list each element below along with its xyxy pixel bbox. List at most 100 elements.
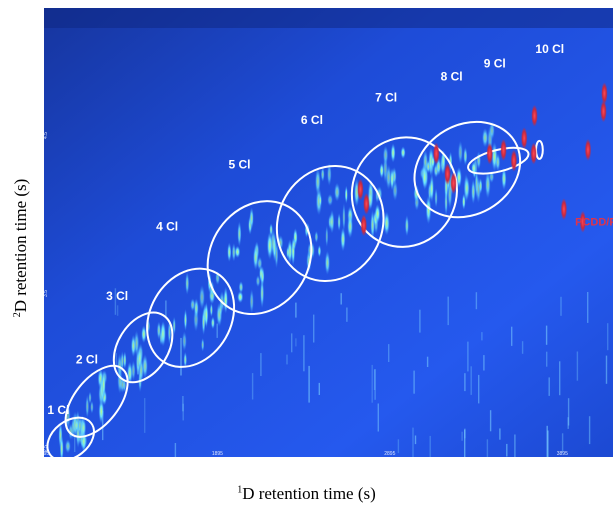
pcdd-marker [360,214,367,237]
peak-spot [255,275,261,288]
peak-spot [327,162,332,186]
peak-spot [85,394,90,419]
group-ellipse-9-cl [467,146,530,175]
group-label-4-cl: 4 Cl [156,220,178,234]
background-streak [116,305,119,316]
peak-spot [347,214,353,239]
background-streak [548,377,550,396]
peak-spot [182,331,187,352]
peak-spot [59,434,64,457]
peak-spot [81,417,87,438]
x-axis-label-text: D retention time (s) [242,484,376,503]
peak-spot [88,391,92,405]
peak-spot [385,164,392,190]
peak-spot [314,230,319,243]
peak-spot [101,370,106,399]
y-axis-label: 2D retention time (s) [6,128,36,368]
background-streak [419,309,421,333]
background-streak [605,355,608,384]
background-streak [373,369,376,390]
peak-spot [382,145,389,165]
peak-spot [172,316,176,336]
peak-spot [379,162,384,179]
pcdd-marker [584,138,592,161]
peak-spot [463,146,468,166]
peak-spot [315,167,321,196]
group-label-8-cl: 8 Cl [441,70,463,84]
peak-spot [209,303,213,317]
peak-spot [90,400,94,414]
background-streak [174,443,177,457]
peak-spot [253,244,259,271]
group-label-6-cl: 6 Cl [301,113,323,127]
peak-spot [390,143,396,163]
peak-spot [137,346,143,371]
peak-spot [489,121,495,140]
peak-spot [429,173,434,203]
peak-spot [201,337,205,352]
pcdd-markers [357,82,608,237]
background-streak [295,338,297,347]
pcdd-marker [510,149,518,172]
peak-spot [374,204,381,224]
background-streak [478,374,480,404]
pcdd-marker [600,100,607,123]
peak-spot [131,360,136,381]
peak-spot [495,153,501,172]
background-streak [182,403,184,421]
y-axis-label-text: D retention time (s) [11,179,30,313]
peak-spot [190,298,196,312]
peak-spot [123,351,127,370]
peak-spot [227,242,232,262]
group-ellipse-3-cl [112,311,174,384]
peak-spot [422,164,428,191]
group-ellipse-8-cl [413,120,522,219]
peak-spot [286,246,290,259]
peak-spot [130,334,136,358]
background-streak [216,323,218,338]
background-streak [371,364,373,403]
peak-spot [259,265,263,282]
peak-spot [237,290,244,304]
x-tick-label: 2895 [384,451,395,457]
background-streak [286,354,288,365]
peak-spot [183,351,187,369]
background-streak [388,344,390,362]
background-streak [144,398,146,433]
background-streak [560,296,562,316]
group-label-1-cl: 1 Cl [47,403,69,417]
background-streak [115,353,117,366]
chromatogram-plot: 1 Cl 2 Cl 3 Cl 4 Cl 5 Cl 6 Cl 7 Cl 8 Cl 9 Cl 10 C… [44,8,613,457]
congener-peaks [58,121,507,457]
background-streak [546,351,548,367]
peak-spot [185,271,190,295]
peak-spot [205,301,208,329]
peak-spot [425,195,432,225]
x-tick-label: 895 [44,451,49,457]
group-ellipse-4-cl [146,267,236,368]
peak-spot [340,227,346,252]
background-streak [489,410,492,432]
background-streak [483,355,485,371]
peak-spot [65,439,71,454]
chromatogram-svg: 1 Cl 2 Cl 3 Cl 4 Cl 5 Cl 6 Cl 7 Cl 8 Cl 9 Cl 10 C… [44,8,613,457]
background-streak [414,435,417,445]
peak-spot [210,316,215,330]
background-streak [303,335,305,372]
peak-spot [344,185,348,204]
peak-spot [471,179,476,205]
background-streak [413,370,415,394]
peak-spot [324,250,330,275]
group-label-3-cl: 3 Cl [106,289,128,303]
pcdd-marker [444,163,451,186]
peak-spot [249,289,254,314]
background-streak [546,425,548,457]
peak-spot [464,176,470,201]
background-streak [561,433,564,453]
background-streak [545,325,548,345]
peak-spot [74,418,80,433]
background-streak [514,434,516,457]
peak-spot [342,202,346,232]
peak-spot [317,244,322,258]
pcdd-marker [530,142,537,165]
